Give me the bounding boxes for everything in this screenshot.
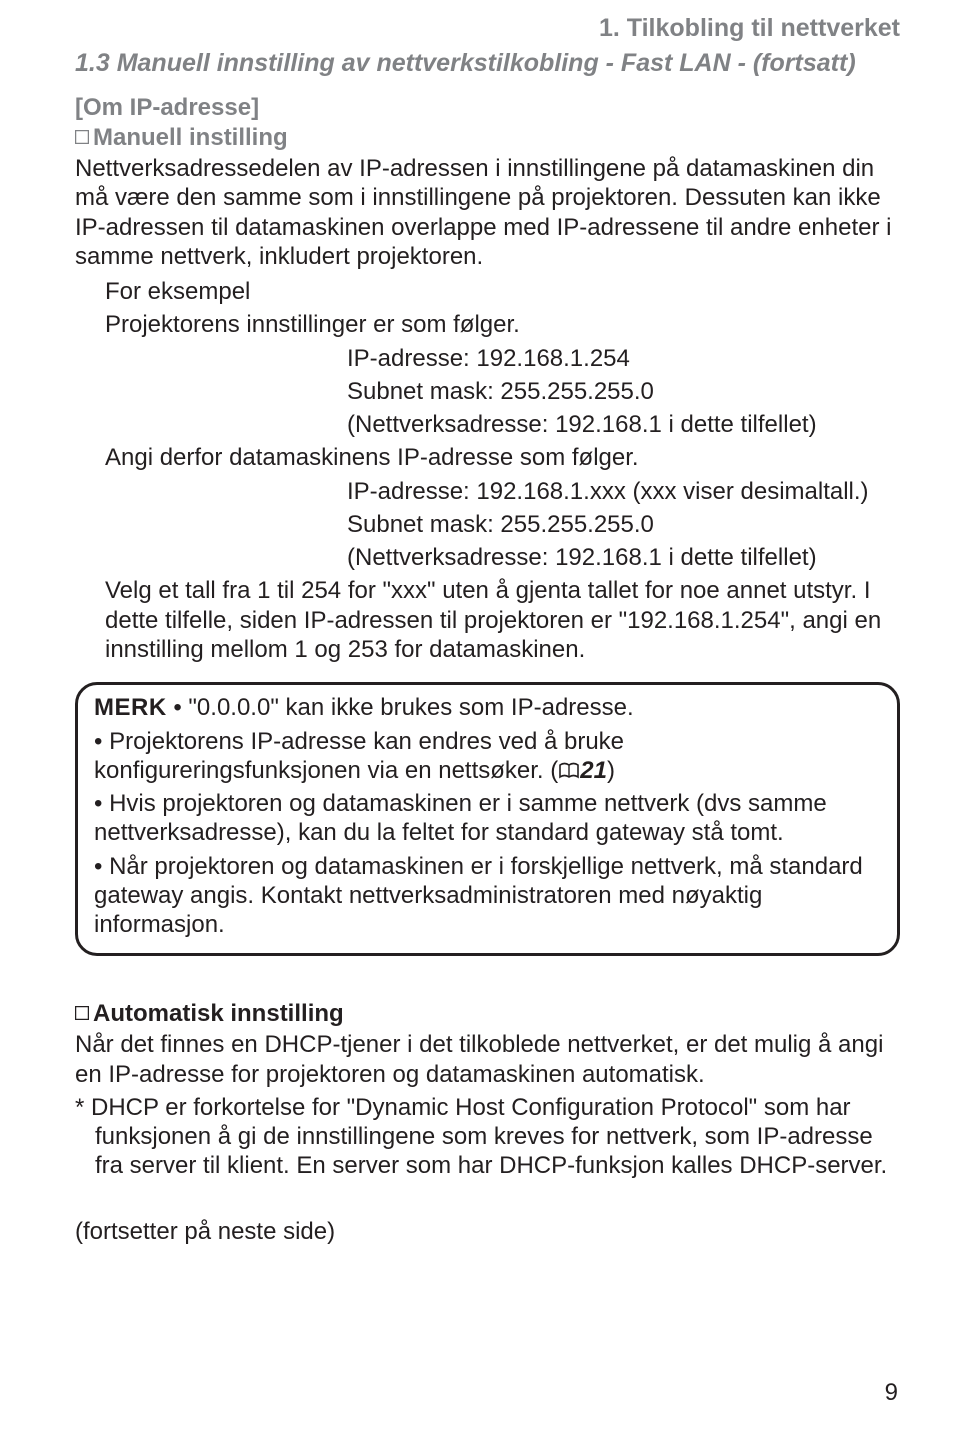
note-text-2a: • Projektorens IP-adresse kan endres ved… xyxy=(94,728,624,784)
continues-next-page: (fortsetter på neste side) xyxy=(75,1217,900,1246)
manual-setting-text: Manuell instilling xyxy=(93,124,288,151)
pc-intro: Angi derfor datamaskinens IP-adresse som… xyxy=(75,443,900,472)
auto-paragraph-2: * DHCP er forkortelse for "Dynamic Host … xyxy=(75,1093,900,1181)
paragraph-2: Velg et tall fra 1 til 254 for "xxx" ute… xyxy=(75,576,900,664)
note-label: MERK xyxy=(94,694,167,721)
example-intro: Projektorens innstillinger er som følger… xyxy=(75,310,900,339)
note-line-4: • Når projektoren og datamaskinen er i f… xyxy=(94,852,881,940)
note-line-3: • Hvis projektoren og datamaskinen er i … xyxy=(94,789,881,848)
example-mask: Subnet mask: 255.255.255.0 xyxy=(75,377,900,406)
note-box: MERK • "0.0.0.0" kan ikke brukes som IP-… xyxy=(75,682,900,956)
square-bullet-icon xyxy=(75,130,89,144)
ip-address-heading: [Om IP-adresse] xyxy=(75,94,900,122)
note-line-1: MERK • "0.0.0.0" kan ikke brukes som IP-… xyxy=(94,693,881,722)
note-ref: 21 xyxy=(580,757,607,784)
auto-setting-heading: Automatisk innstilling xyxy=(75,1000,900,1028)
example-ip: IP-adresse: 192.168.1.254 xyxy=(75,344,900,373)
section-title: 1.3 Manuell innstilling av nettverkstilk… xyxy=(75,49,900,78)
book-icon xyxy=(558,762,580,780)
example-net: (Nettverksadresse: 192.168.1 i dette til… xyxy=(75,410,900,439)
auto-setting-text: Automatisk innstilling xyxy=(93,1000,344,1027)
page-number: 9 xyxy=(885,1379,898,1407)
manual-setting-heading: Manuell instilling xyxy=(75,124,900,152)
note-line-2: • Projektorens IP-adresse kan endres ved… xyxy=(94,727,881,786)
square-bullet-icon xyxy=(75,1006,89,1020)
note-text-2b: ) xyxy=(607,757,615,784)
auto-paragraph-1: Når det finnes en DHCP-tjener i det tilk… xyxy=(75,1030,900,1089)
note-text-1: • "0.0.0.0" kan ikke brukes som IP-adres… xyxy=(167,694,634,721)
paragraph-1: Nettverksadressedelen av IP-adressen i i… xyxy=(75,154,900,271)
pc-net: (Nettverksadresse: 192.168.1 i dette til… xyxy=(75,543,900,572)
pc-mask: Subnet mask: 255.255.255.0 xyxy=(75,510,900,539)
example-label: For eksempel xyxy=(75,277,900,306)
page-container: 1. Tilkobling til nettverket 1.3 Manuell… xyxy=(0,0,960,1449)
pc-ip: IP-adresse: 192.168.1.xxx (xxx viser des… xyxy=(75,477,900,506)
chapter-header: 1. Tilkobling til nettverket xyxy=(75,0,900,43)
